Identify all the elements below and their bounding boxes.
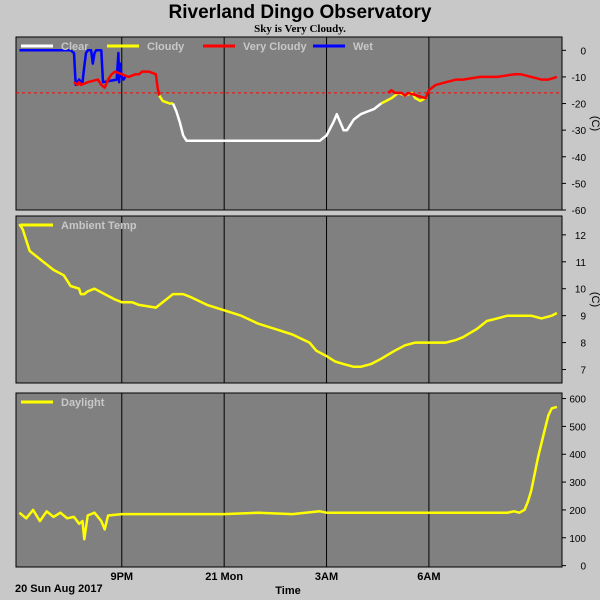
y-tick-label: -40 [572, 153, 587, 164]
date-label: 20 Sun Aug 2017 [15, 583, 103, 595]
series-line-cloudy [158, 94, 173, 105]
legend-label: Ambient Temp [61, 220, 137, 232]
series-line-clear [171, 102, 382, 143]
y-tick-label: 0 [580, 562, 586, 573]
chart-subtitle: Sky is Very Cloudy. [254, 23, 346, 35]
x-axis-label: Time [275, 585, 300, 597]
y-tick-label: 600 [569, 395, 586, 406]
y-tick-label: -10 [572, 73, 587, 84]
series-line-daylight [18, 405, 558, 541]
y-tick-label: 400 [569, 450, 586, 461]
plot-area [15, 392, 563, 568]
legend-label: Wet [353, 41, 373, 53]
y-tick-label: 7 [580, 366, 586, 377]
y-tick-label: 12 [575, 231, 587, 242]
y-tick-label: 9 [580, 312, 586, 323]
y-tick-label: 200 [569, 506, 586, 517]
y-tick-label: -60 [572, 206, 587, 217]
series-line-very-cloudy [73, 70, 161, 96]
y-tick-label: 11 [576, 258, 587, 269]
plot-area [15, 215, 563, 384]
panel-1: 0 -10 -20 -30 -40 -50 -60 (C) Clear Cloudy Very Cl… [15, 36, 600, 217]
series-line-ambient-temp [18, 223, 558, 369]
x-tick-label: 9PM [110, 571, 133, 583]
series-line-very-cloudy [387, 73, 558, 100]
x-tick-label: 21 Mon [205, 571, 243, 583]
y-tick-label: 0 [580, 46, 586, 57]
y-tick-label: 500 [569, 422, 586, 433]
x-tick-label: 3AM [315, 571, 338, 583]
y-tick-label: 10 [575, 285, 587, 296]
y-tick-label: -20 [572, 100, 587, 111]
chart-title: Riverland Dingo Observatory [169, 2, 432, 23]
y-tick-label: -30 [572, 126, 587, 137]
legend-label: Cloudy [147, 41, 185, 53]
y-tick-label: -50 [572, 179, 587, 190]
panel-2: 7 8 9 10 11 12 (C) Ambient Temp [15, 215, 600, 384]
panel-3: 0 100 200 300 400 500 600 Daylight [15, 392, 586, 573]
x-tick-label: 6AM [417, 571, 440, 583]
plot-area [15, 36, 563, 211]
y-tick-label: 8 [580, 339, 586, 350]
legend-label: Daylight [61, 397, 105, 409]
legend-label: Clear [61, 41, 89, 53]
y-axis-unit: (C) [589, 116, 600, 131]
y-tick-label: 100 [569, 534, 586, 545]
y-axis-unit: (C) [589, 292, 600, 307]
legend-label: Very Cloudy [243, 41, 307, 53]
y-tick-label: 300 [569, 478, 586, 489]
